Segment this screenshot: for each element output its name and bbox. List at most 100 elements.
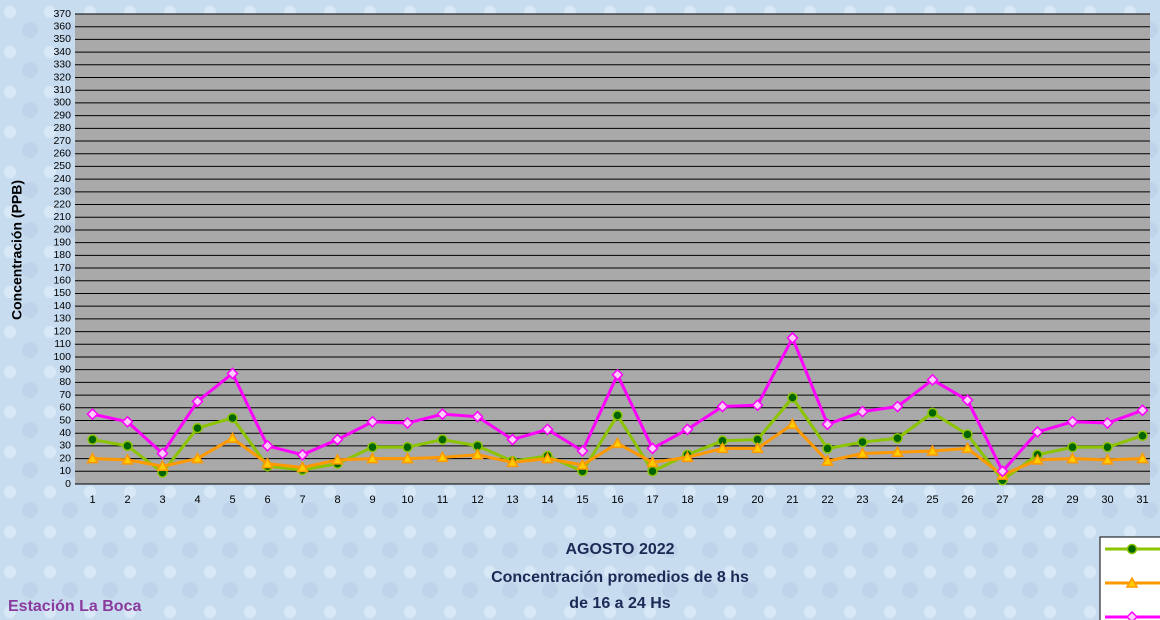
marker — [612, 410, 623, 421]
y-tick-label: 310 — [53, 84, 71, 96]
marker — [856, 405, 869, 418]
marker — [401, 452, 414, 464]
x-tick-label: 1 — [89, 494, 95, 506]
marker — [331, 453, 344, 465]
marker — [576, 444, 589, 458]
y-tick-label: 230 — [53, 186, 71, 198]
marker — [716, 400, 729, 413]
marker — [366, 415, 379, 428]
y-tick-label: 180 — [53, 249, 71, 261]
x-tick-label: 31 — [1136, 494, 1148, 506]
y-tick-label: 270 — [53, 135, 71, 147]
marker — [646, 442, 659, 455]
x-tick-label: 12 — [471, 494, 483, 506]
x-tick-label: 3 — [159, 494, 165, 506]
x-tick-label: 16 — [611, 494, 623, 506]
marker — [296, 460, 309, 473]
subtitle: de 16 a 24 Hs — [569, 595, 671, 612]
x-tick-label: 24 — [891, 494, 903, 506]
x-tick-label: 19 — [716, 494, 728, 506]
marker — [681, 423, 694, 436]
y-tick-label: 170 — [53, 262, 71, 274]
y-tick-label: 120 — [53, 325, 71, 337]
marker — [1066, 415, 1079, 428]
marker — [892, 433, 903, 444]
marker — [822, 443, 833, 454]
marker — [156, 459, 169, 471]
x-tick-label: 5 — [229, 494, 235, 506]
marker — [751, 441, 764, 454]
marker — [996, 465, 1009, 478]
x-tick-label: 28 — [1031, 494, 1043, 506]
marker — [1136, 452, 1149, 464]
x-tick-label: 9 — [369, 494, 375, 506]
marker — [506, 455, 519, 468]
x-tick-label: 4 — [194, 494, 200, 506]
x-tick-label: 29 — [1066, 494, 1078, 506]
marker — [121, 453, 134, 465]
y-tick-label: 350 — [53, 33, 71, 45]
marker — [261, 439, 274, 452]
y-tick-label: 360 — [53, 20, 71, 32]
x-tick-label: 13 — [506, 494, 518, 506]
y-tick-label: 110 — [54, 338, 71, 350]
marker — [891, 445, 904, 457]
x-tick-label: 7 — [299, 494, 305, 506]
marker — [226, 367, 239, 380]
y-tick-label: 210 — [53, 211, 71, 223]
y-tick-label: 130 — [53, 313, 71, 325]
x-tick-label: 26 — [961, 494, 973, 506]
y-tick-label: 260 — [53, 148, 71, 160]
x-tick-label: 20 — [751, 494, 763, 506]
marker — [611, 368, 624, 381]
marker — [506, 433, 519, 446]
x-tick-label: 14 — [541, 494, 553, 506]
x-tick-label: 17 — [646, 494, 658, 506]
x-tick-label: 10 — [401, 494, 413, 506]
marker — [611, 436, 624, 449]
marker — [191, 395, 204, 408]
marker — [1031, 453, 1044, 465]
y-tick-label: 340 — [53, 46, 71, 58]
y-tick-label: 50 — [59, 414, 71, 426]
y-tick-label: 220 — [53, 198, 71, 210]
marker — [87, 434, 98, 445]
marker — [401, 416, 414, 430]
marker — [1136, 404, 1149, 417]
y-tick-label: 200 — [53, 224, 71, 236]
legend-marker — [1125, 576, 1139, 588]
marker — [576, 458, 589, 470]
y-tick-label: 100 — [53, 351, 71, 363]
marker — [1031, 425, 1044, 438]
y-axis-label: Concentración (PPB) — [9, 180, 25, 320]
x-tick-label: 25 — [926, 494, 938, 506]
marker — [926, 373, 939, 386]
y-tick-label: 10 — [59, 465, 71, 477]
marker — [857, 436, 868, 448]
y-tick-label: 290 — [53, 109, 71, 121]
y-tick-label: 240 — [53, 173, 71, 185]
y-tick-label: 20 — [59, 452, 71, 464]
x-tick-label: 22 — [821, 494, 833, 506]
x-tick-label: 8 — [334, 494, 340, 506]
x-tick-label: 23 — [856, 494, 868, 506]
marker — [1066, 452, 1079, 464]
marker — [751, 399, 764, 412]
station-label: Estación La Boca — [8, 598, 141, 615]
marker — [927, 407, 938, 419]
marker — [437, 434, 448, 445]
y-tick-label: 320 — [53, 71, 71, 83]
y-tick-label: 60 — [59, 402, 71, 414]
x-tick-label: 30 — [1101, 494, 1113, 506]
y-tick-label: 190 — [53, 236, 71, 248]
x-tick-label: 15 — [576, 494, 588, 506]
marker — [402, 441, 413, 453]
marker — [1101, 453, 1114, 465]
y-tick-label: 70 — [59, 389, 71, 401]
marker — [1102, 441, 1113, 453]
subtitle: Concentración promedios de 8 hs — [491, 569, 749, 586]
y-tick-label: 40 — [59, 427, 71, 439]
marker — [681, 450, 694, 463]
y-tick-label: 370 — [53, 8, 71, 20]
